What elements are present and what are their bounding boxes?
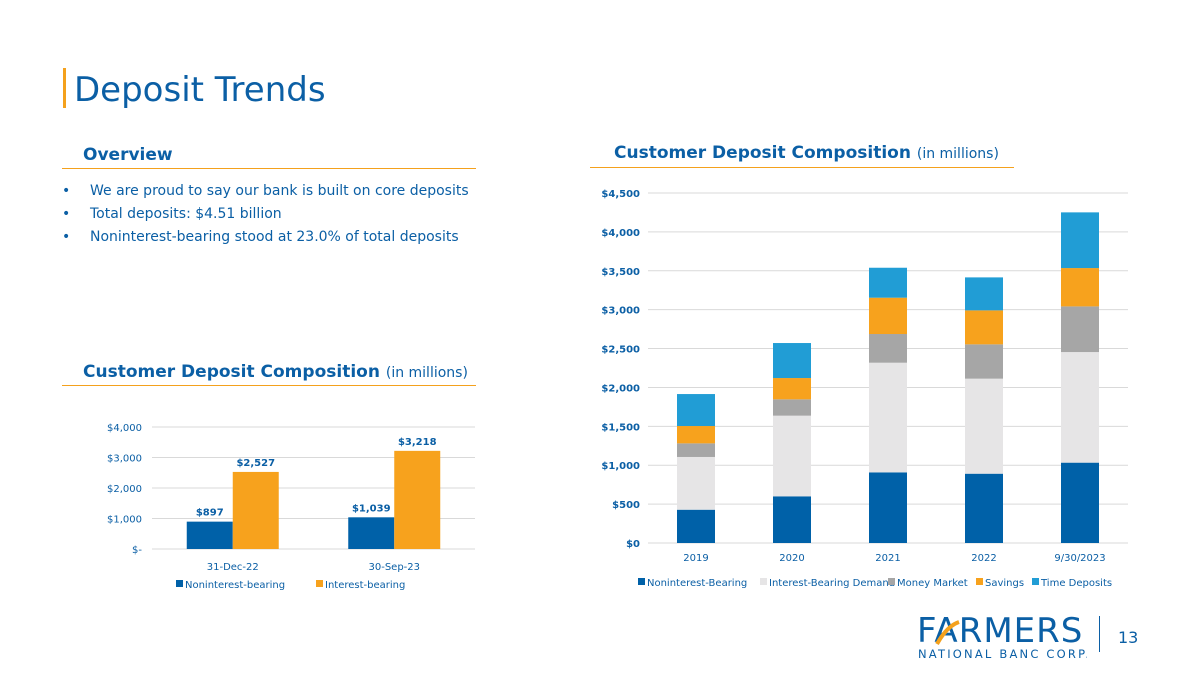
y-tick-label: $3,500: [601, 267, 640, 278]
legend-swatch: [1032, 578, 1039, 585]
farmers-logo: FARMERS NATIONAL BANC CORP.: [917, 612, 1087, 661]
bar-segment-interest-bearing-demand: [677, 456, 715, 510]
wheat-icon: [935, 620, 960, 645]
legend-label: Savings: [985, 578, 1024, 589]
overview-rule: [62, 168, 476, 169]
x-tick-label: 2021: [875, 553, 900, 564]
bar-segment-money-market: [965, 344, 1003, 379]
y-tick-label: $4,000: [107, 423, 142, 434]
bullet: Noninterest-bearing stood at 23.0% of to…: [62, 226, 469, 249]
right-chart-rule: [590, 167, 1014, 168]
legend-swatch: [176, 580, 183, 587]
data-label: $897: [196, 508, 224, 519]
y-tick-label: $-: [132, 545, 142, 556]
bullet: We are proud to say our bank is built on…: [62, 180, 469, 203]
left-chart-title: Customer Deposit Composition (in million…: [83, 362, 468, 382]
bar-noninterest-bearing: [186, 521, 233, 549]
bar-segment-time-deposits: [1061, 212, 1099, 269]
x-tick-label: 2019: [683, 553, 708, 564]
y-tick-label: $2,000: [107, 484, 142, 495]
right-chart-title: Customer Deposit Composition (in million…: [614, 143, 999, 163]
bar-segment-money-market: [677, 443, 715, 457]
legend-label: Money Market: [897, 578, 968, 589]
left-chart-title-suffix: (in millions): [385, 365, 468, 381]
x-tick-label: 31-Dec-22: [207, 562, 259, 573]
data-label: $2,527: [236, 458, 275, 469]
bar-segment-noninterest-bearing: [869, 472, 907, 543]
logo-main-text: FARMERS: [917, 612, 1083, 651]
legend-label: Time Deposits: [1040, 578, 1112, 589]
page-number: 13: [1118, 628, 1139, 647]
bar-segment-money-market: [869, 334, 907, 363]
bar-segment-savings: [965, 310, 1003, 345]
y-tick-label: $500: [612, 500, 640, 511]
bar-interest-bearing: [394, 450, 441, 549]
bar-segment-time-deposits: [869, 267, 907, 298]
y-tick-label: $4,000: [601, 228, 640, 239]
legend-swatch: [638, 578, 645, 585]
y-tick-label: $1,000: [107, 515, 142, 526]
bar-segment-savings: [1061, 268, 1099, 307]
bar-segment-money-market: [773, 399, 811, 416]
data-label: $1,039: [352, 503, 391, 514]
left-chart-title-main: Customer Deposit Composition: [83, 362, 380, 382]
legend-swatch: [976, 578, 983, 585]
bar-segment-noninterest-bearing: [677, 509, 715, 543]
overview-heading: Overview: [83, 145, 173, 165]
x-tick-label: 2022: [971, 553, 996, 564]
y-tick-label: $4,500: [601, 189, 640, 200]
bar-segment-time-deposits: [965, 277, 1003, 311]
bar-segment-savings: [677, 426, 715, 444]
bar-segment-time-deposits: [773, 343, 811, 379]
bar-segment-interest-bearing-demand: [1061, 352, 1099, 463]
legend-swatch: [316, 580, 323, 587]
bar-segment-savings: [773, 378, 811, 400]
y-tick-label: $3,000: [601, 306, 640, 317]
page-separator: [1099, 616, 1100, 652]
y-tick-label: $1,000: [601, 461, 640, 472]
y-tick-label: $3,000: [107, 454, 142, 465]
page-title: Deposit Trends: [74, 70, 326, 110]
data-label: $3,218: [398, 437, 437, 448]
bar-segment-interest-bearing-demand: [773, 415, 811, 497]
legend-label: Interest-bearing: [325, 580, 405, 591]
left-chart-rule: [62, 385, 476, 386]
bar-segment-time-deposits: [677, 394, 715, 427]
bar-interest-bearing: [232, 471, 279, 549]
x-tick-label: 9/30/2023: [1054, 553, 1105, 564]
right-chart-title-main: Customer Deposit Composition: [614, 143, 911, 163]
legend-label: Interest-Bearing Demand: [769, 578, 895, 589]
bullet: Total deposits: $4.51 billion: [62, 203, 469, 226]
overview-bullets: We are proud to say our bank is built on…: [62, 180, 469, 249]
bar-segment-noninterest-bearing: [1061, 462, 1099, 543]
bar-segment-interest-bearing-demand: [869, 362, 907, 473]
y-tick-label: $0: [626, 539, 640, 550]
legend-label: Noninterest-bearing: [185, 580, 285, 591]
legend-label: Noninterest-Bearing: [647, 578, 747, 589]
legend-swatch: [760, 578, 767, 585]
y-tick-label: $2,500: [601, 345, 640, 356]
bar-segment-noninterest-bearing: [773, 496, 811, 543]
logo-sub-text: NATIONAL BANC CORP.: [918, 647, 1087, 661]
bar-noninterest-bearing: [348, 517, 395, 549]
y-tick-label: $1,500: [601, 422, 640, 433]
y-tick-label: $2,000: [601, 383, 640, 394]
x-tick-label: 30-Sep-23: [368, 562, 420, 573]
bar-segment-money-market: [1061, 306, 1099, 353]
bar-segment-interest-bearing-demand: [965, 378, 1003, 474]
bar-segment-savings: [869, 297, 907, 335]
x-tick-label: 2020: [779, 553, 804, 564]
right-chart-title-suffix: (in millions): [916, 146, 999, 162]
bar-segment-noninterest-bearing: [965, 473, 1003, 543]
title-accent-bar: [63, 68, 66, 108]
legend-swatch: [888, 578, 895, 585]
